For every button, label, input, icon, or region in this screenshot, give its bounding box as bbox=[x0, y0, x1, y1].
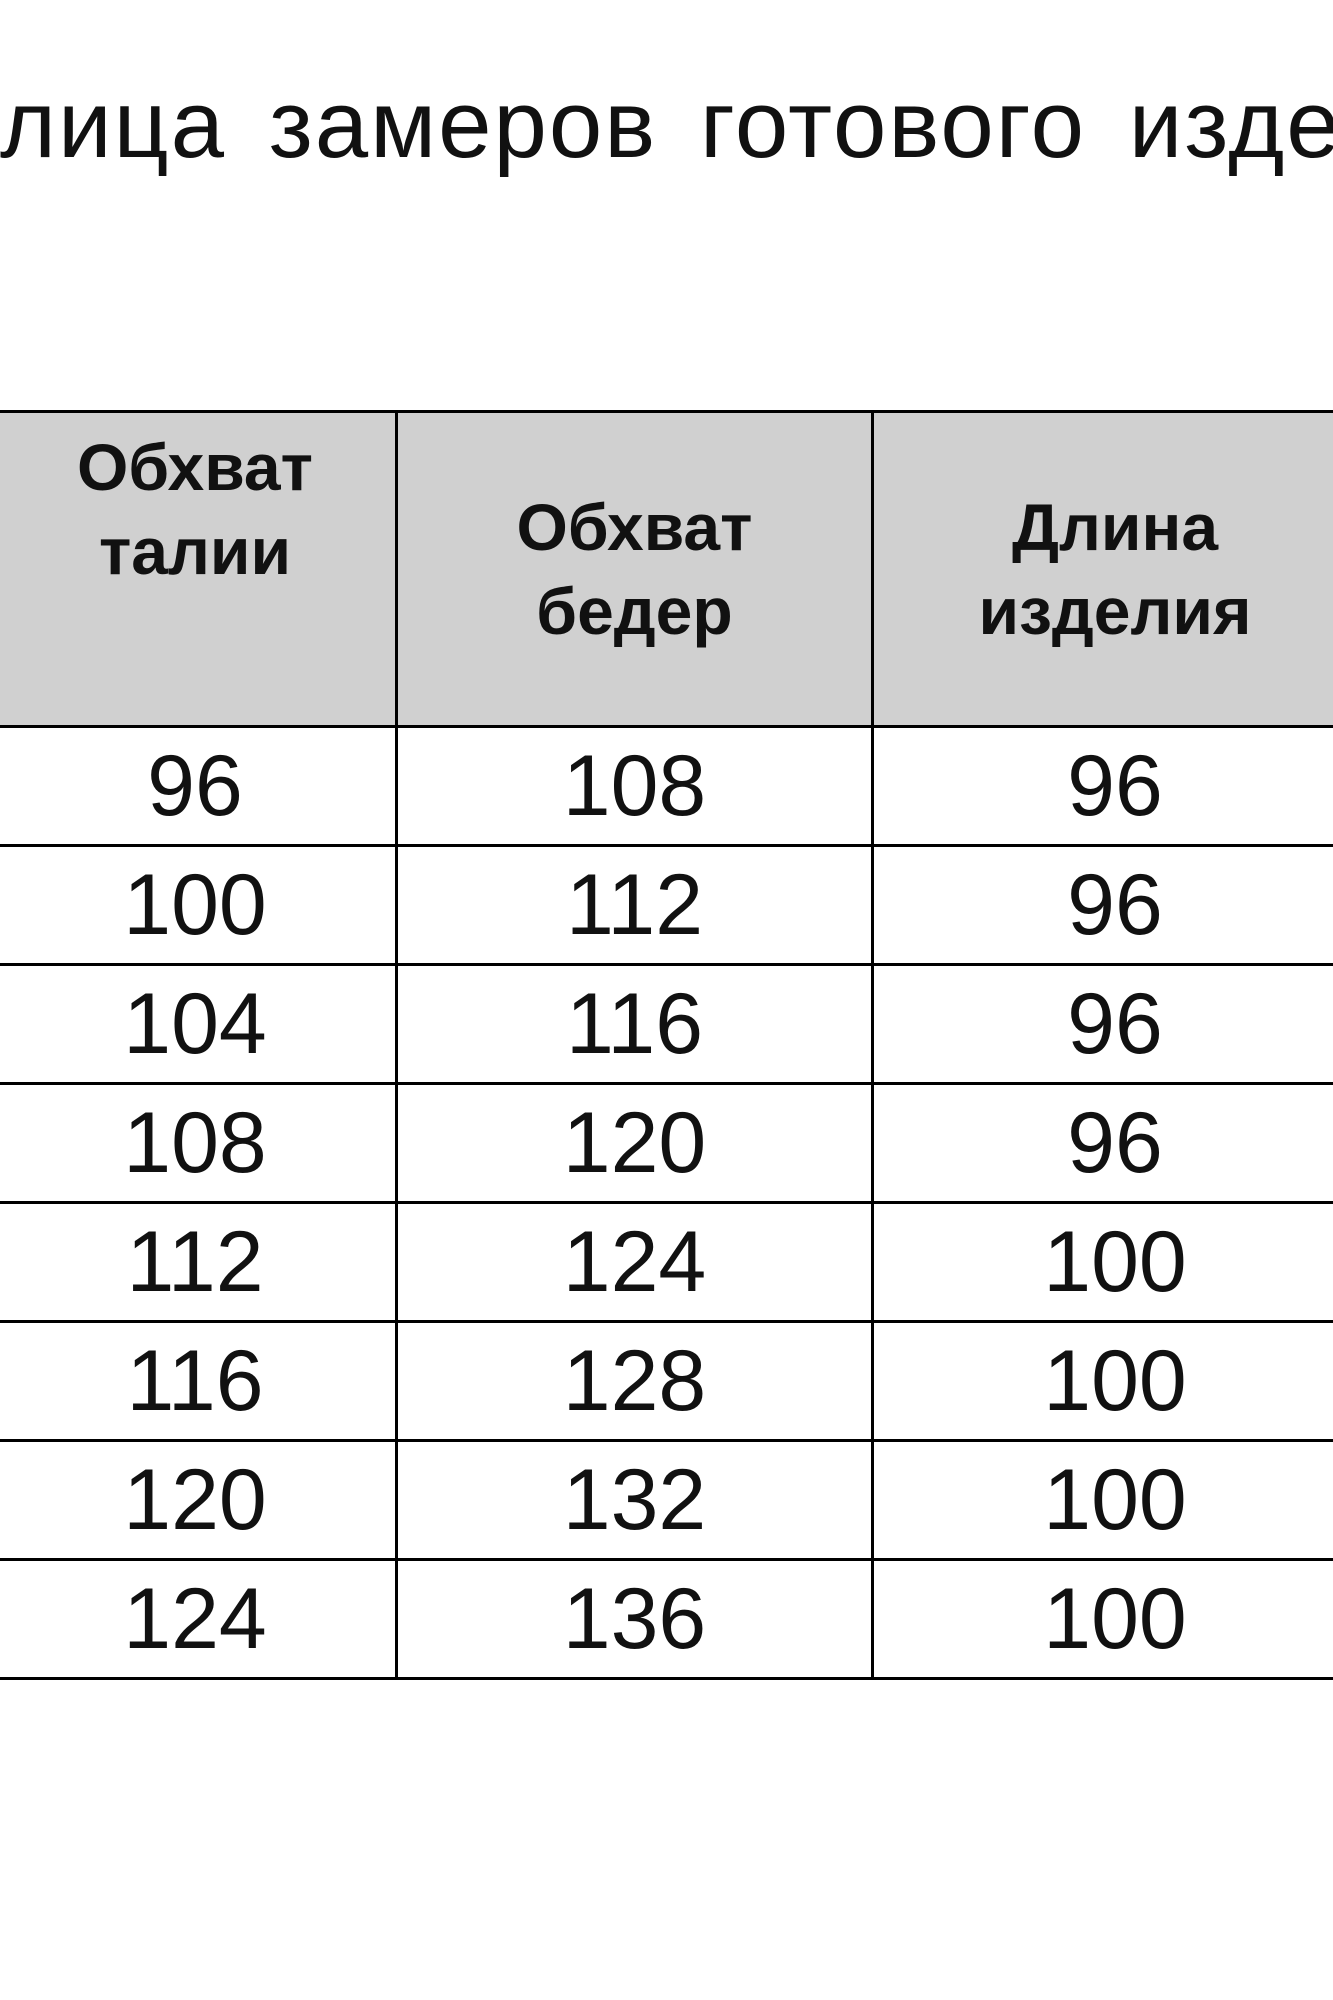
header-row: Обхват талии Обхват бедер Длина изделия bbox=[0, 410, 1333, 728]
cell-length: 100 bbox=[871, 1558, 1333, 1680]
header-length-line1: Длина bbox=[1011, 490, 1219, 564]
cell-waist: 112 bbox=[0, 1201, 398, 1323]
page-title: лица замеров готового изде bbox=[0, 71, 1333, 178]
cell-waist: 124 bbox=[0, 1558, 398, 1680]
cell-waist: 100 bbox=[0, 844, 398, 966]
cell-length: 96 bbox=[871, 844, 1333, 966]
header-hips-line2: бедер bbox=[536, 574, 733, 648]
header-length-line2: изделия bbox=[978, 574, 1252, 648]
cell-waist: 108 bbox=[0, 1082, 398, 1204]
table-row: 120 132 100 bbox=[0, 1439, 1333, 1561]
cell-length: 96 bbox=[871, 725, 1333, 847]
cell-waist: 120 bbox=[0, 1439, 398, 1561]
cell-hips: 132 bbox=[395, 1439, 874, 1561]
table-row: 96 108 96 bbox=[0, 725, 1333, 847]
table-row: 112 124 100 bbox=[0, 1201, 1333, 1323]
cell-length: 100 bbox=[871, 1201, 1333, 1323]
cell-length: 96 bbox=[871, 1082, 1333, 1204]
cell-hips: 108 bbox=[395, 725, 874, 847]
cell-waist: 96 bbox=[0, 725, 398, 847]
cell-hips: 120 bbox=[395, 1082, 874, 1204]
cell-hips: 128 bbox=[395, 1320, 874, 1442]
table-row: 108 120 96 bbox=[0, 1082, 1333, 1204]
header-hips-line1: Обхват bbox=[516, 490, 753, 564]
header-hips: Обхват бедер bbox=[395, 410, 874, 728]
table-row: 116 128 100 bbox=[0, 1320, 1333, 1442]
cell-hips: 136 bbox=[395, 1558, 874, 1680]
table-row: 104 116 96 bbox=[0, 963, 1333, 1085]
cell-hips: 116 bbox=[395, 963, 874, 1085]
cell-length: 100 bbox=[871, 1320, 1333, 1442]
cell-length: 100 bbox=[871, 1439, 1333, 1561]
header-waist: Обхват талии bbox=[0, 410, 398, 728]
cell-waist: 116 bbox=[0, 1320, 398, 1442]
cell-hips: 124 bbox=[395, 1201, 874, 1323]
table-row: 100 112 96 bbox=[0, 844, 1333, 966]
header-length: Длина изделия bbox=[871, 410, 1333, 728]
cell-hips: 112 bbox=[395, 844, 874, 966]
size-table: Обхват талии Обхват бедер Длина изделия 96 1… bbox=[0, 410, 1333, 1680]
header-waist-line1: Обхват bbox=[77, 430, 313, 504]
cell-waist: 104 bbox=[0, 963, 398, 1085]
table-row: 124 136 100 bbox=[0, 1558, 1333, 1680]
header-waist-line2: талии bbox=[98, 514, 292, 588]
cell-length: 96 bbox=[871, 963, 1333, 1085]
